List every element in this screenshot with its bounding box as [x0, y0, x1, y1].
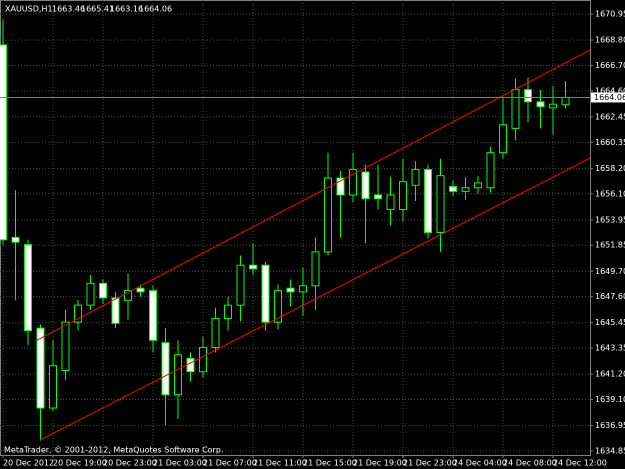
y-tick-label: 1636.95: [595, 421, 625, 430]
y-tick-label: 1634.85: [595, 447, 625, 456]
candle-body: [249, 264, 257, 270]
candle-body: [486, 152, 495, 189]
candle-body: [74, 304, 82, 323]
copyright: MetaTrader, © 2001-2012, MetaQuotes Soft…: [4, 446, 223, 455]
ohlc-low: 1663.16: [110, 5, 143, 14]
candle-body: [286, 287, 295, 293]
candle-body: [511, 89, 520, 129]
candle-body: [349, 169, 357, 196]
candle-body: [474, 182, 482, 189]
y-tick-label: 1645.45: [595, 318, 625, 327]
x-tick-label: 21 Dec 03:00: [153, 459, 207, 468]
candle-body: [0, 44, 7, 241]
y-tick-label: 1660.35: [595, 138, 625, 147]
candle-body: [449, 186, 457, 192]
x-tick-label: 20 Dec 23:00: [103, 459, 157, 468]
x-tick-label: 24 Dec 08:00: [503, 459, 557, 468]
candle-body: [236, 264, 245, 306]
price-tag: [591, 92, 625, 103]
plot: [0, 0, 591, 455]
candle-body: [174, 354, 182, 396]
x-tick-label: 21 Dec 19:00: [353, 459, 407, 468]
candle-body: [111, 297, 120, 324]
candle-body: [11, 236, 20, 243]
channel-line: [36, 49, 591, 341]
ohlc-close: 1664.06: [139, 5, 172, 14]
y-tick-label: 1649.70: [595, 267, 625, 276]
ohlc-high: 1665.41: [81, 5, 114, 14]
x-tick-label: 21 Dec 11:00: [253, 459, 307, 468]
y-tick-label: 1658.20: [595, 164, 625, 173]
candle-body: [36, 327, 45, 409]
candle-body: [361, 171, 370, 200]
x-tick-label: 21 Dec 15:00: [303, 459, 357, 468]
x-tick-label: 21 Dec 23:00: [403, 459, 457, 468]
y-tick-label: 1666.70: [595, 61, 625, 70]
candle-body: [199, 347, 207, 373]
candle-body: [536, 101, 545, 108]
candle-body: [149, 290, 157, 341]
candle-body: [61, 321, 70, 372]
candle-body: [86, 282, 95, 306]
y-tick-label: 1641.20: [595, 370, 625, 379]
y-tick-label: 1664.60: [595, 86, 625, 95]
y-tick-label: 1668.80: [595, 36, 625, 45]
y-tick-label: 1651.85: [595, 241, 625, 250]
ohlc-open: 1663.46: [52, 5, 85, 14]
candle-body: [424, 169, 432, 234]
candle-body: [399, 181, 407, 211]
candle-body: [99, 282, 107, 299]
candle-body: [336, 177, 345, 196]
x-tick-label: 21 Dec 07:00: [203, 459, 257, 468]
candle-body: [299, 285, 307, 293]
candle-body: [524, 89, 532, 103]
y-tick-label: 1647.60: [595, 292, 625, 301]
candle-body: [549, 103, 557, 109]
y-tick-label: 1656.10: [595, 189, 625, 198]
candle-body: [311, 251, 320, 287]
price-tag-label: 1664.06: [594, 93, 625, 102]
channel-line: [39, 157, 591, 441]
candle-body: [274, 290, 282, 323]
candle-body: [436, 175, 445, 234]
candle-body: [561, 96, 570, 106]
y-tick-label: 1670.95: [595, 10, 625, 19]
x-tick-label: 24 Dec 12:00: [553, 459, 607, 468]
candle-body: [386, 194, 395, 211]
y-tick-label: 1639.10: [595, 395, 625, 404]
candle-body: [186, 357, 195, 373]
x-tick-label: 20 Dec 2012: [3, 459, 54, 468]
candle-body: [136, 287, 145, 293]
candle-body: [261, 264, 270, 323]
candle-body: [499, 124, 507, 154]
candle-body: [211, 317, 220, 349]
x-tick-label: 20 Dec 19:00: [53, 459, 107, 468]
candle-body: [411, 169, 420, 186]
y-tick-label: 1653.95: [595, 215, 625, 224]
candle-body: [324, 177, 332, 253]
x-tick-label: 24 Dec 04:00: [453, 459, 507, 468]
candle-body: [124, 290, 132, 301]
candle-body: [224, 304, 232, 319]
candle-body: [161, 342, 170, 396]
symbol: XAUUSD,H1: [5, 5, 53, 14]
candle-body: [461, 187, 470, 192]
candle-body: [24, 244, 32, 332]
candle-body: [374, 194, 382, 200]
y-tick-label: 1662.45: [595, 112, 625, 121]
y-tick-label: 1643.35: [595, 344, 625, 353]
candle-body: [49, 365, 57, 409]
